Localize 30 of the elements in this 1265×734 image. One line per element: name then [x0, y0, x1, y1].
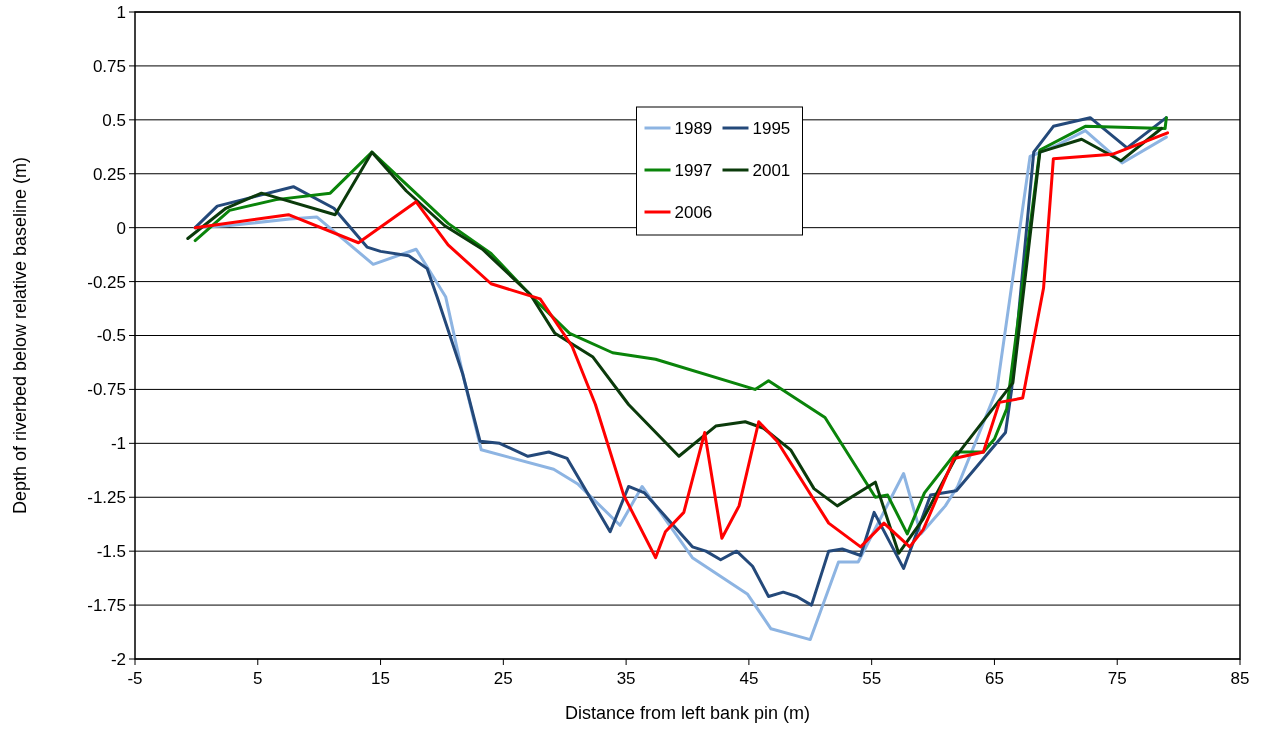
y-tick-label: -0.75 — [87, 380, 126, 400]
y-tick-label: -1 — [110, 434, 126, 454]
x-tick-label: 45 — [739, 669, 759, 688]
legend-label: 1989 — [674, 119, 713, 138]
x-tick-label: 35 — [616, 669, 636, 688]
y-tick-label: -2 — [110, 649, 126, 669]
x-tick-label: 65 — [984, 669, 1004, 688]
y-tick-label: 0.5 — [102, 110, 126, 130]
y-tick-label: 0 — [116, 218, 126, 238]
legend-label: 2001 — [752, 161, 791, 180]
legend-label: 1997 — [674, 161, 713, 180]
x-tick-label: 5 — [253, 669, 263, 688]
x-tick-label: 85 — [1230, 669, 1250, 688]
y-tick-label: -0.5 — [96, 326, 126, 346]
y-tick-label: 0.75 — [92, 56, 126, 76]
y-tick-label: 1 — [116, 2, 126, 22]
x-tick-label: 55 — [862, 669, 882, 688]
x-tick-label: 75 — [1107, 669, 1127, 688]
y-axis-title: Depth of riverbed below relative baseline (m) — [10, 156, 30, 515]
x-tick-label: -5 — [127, 669, 143, 688]
legend-label: 2006 — [674, 203, 713, 222]
x-tick-label: 25 — [493, 669, 513, 688]
y-tick-label: 0.25 — [92, 164, 126, 184]
y-tick-label: -1.25 — [87, 488, 126, 508]
y-tick-label: -1.5 — [96, 542, 126, 562]
y-tick-label: -1.75 — [87, 596, 126, 616]
legend-label: 1995 — [752, 119, 791, 138]
x-tick-label: 15 — [371, 669, 391, 688]
y-tick-label: -0.25 — [87, 272, 126, 292]
x-axis-title: Distance from left bank pin (m) — [564, 703, 811, 723]
